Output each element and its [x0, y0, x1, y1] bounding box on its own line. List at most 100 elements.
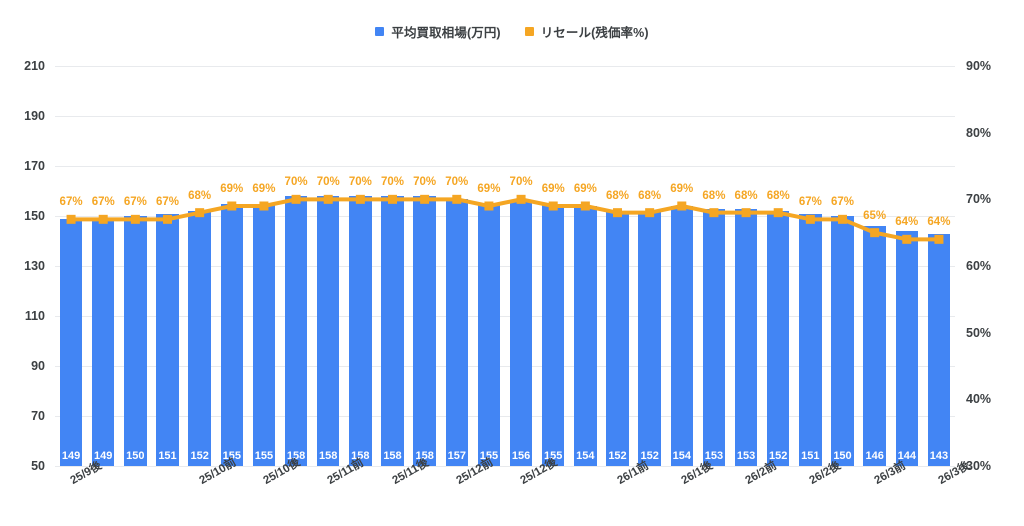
percent-label: 67% — [123, 196, 147, 209]
resale-rate-polyline — [69, 197, 941, 242]
bar[interactable] — [381, 196, 404, 466]
bar-value-label: 158 — [383, 450, 402, 462]
bar[interactable] — [188, 211, 211, 466]
bar[interactable] — [766, 211, 790, 466]
percent-label: 68% — [188, 189, 212, 202]
bar-value-label: 149 — [94, 450, 113, 462]
percent-label: 70% — [380, 176, 405, 189]
bar[interactable] — [927, 233, 951, 466]
bar-value-label: 152 — [769, 450, 788, 462]
percent-label: 68% — [734, 189, 758, 202]
square-swatch-icon — [375, 26, 385, 36]
percent-label: 70% — [445, 176, 469, 189]
bar[interactable] — [349, 196, 372, 466]
line-marker[interactable] — [741, 208, 751, 218]
bar[interactable] — [91, 218, 115, 466]
bar[interactable] — [734, 208, 758, 466]
gridline — [55, 66, 955, 67]
bar[interactable] — [702, 208, 726, 466]
percent-label: 69% — [220, 183, 244, 195]
line-marker[interactable] — [805, 214, 815, 224]
gridline — [55, 316, 955, 317]
chart-legend: 平均買取相場(万円) リセール(残価率%) — [0, 22, 1024, 40]
line-marker[interactable] — [516, 194, 526, 204]
y-axis-left-tick: 150 — [24, 209, 45, 223]
bar-value-label: 155 — [479, 450, 499, 462]
bar[interactable] — [220, 203, 244, 466]
percent-label: 67% — [830, 196, 855, 209]
line-marker[interactable] — [934, 234, 944, 244]
bar[interactable] — [863, 226, 886, 466]
bar[interactable] — [509, 201, 533, 466]
bar[interactable] — [284, 196, 308, 466]
bar-value-label: 150 — [833, 450, 852, 462]
y-axis-right-tick: 40% — [966, 392, 992, 407]
line-marker[interactable] — [645, 208, 655, 218]
bar[interactable] — [895, 231, 919, 466]
percent-label: 70% — [413, 176, 437, 189]
legend-item[interactable]: リセール(残価率%) — [524, 22, 649, 41]
bar[interactable] — [59, 218, 83, 466]
line-marker[interactable] — [484, 201, 494, 211]
percent-label: 69% — [477, 183, 501, 195]
line-marker[interactable] — [613, 208, 622, 218]
bar[interactable] — [831, 216, 854, 466]
percent-label: 70% — [284, 176, 308, 189]
percent-label: 70% — [348, 176, 372, 189]
line-marker[interactable] — [227, 201, 237, 211]
gridline — [55, 366, 955, 367]
line-marker[interactable] — [677, 201, 687, 211]
bar[interactable] — [316, 196, 340, 466]
bar[interactable] — [541, 203, 565, 466]
line-marker[interactable] — [323, 194, 333, 204]
line-marker[interactable] — [195, 208, 205, 218]
bar[interactable] — [477, 203, 501, 466]
line-marker[interactable] — [870, 228, 880, 238]
gridline — [55, 416, 955, 417]
line-marker[interactable] — [902, 234, 912, 244]
bar[interactable] — [606, 211, 629, 466]
bar-value-label: 152 — [608, 450, 627, 462]
bar[interactable] — [445, 198, 469, 466]
bar-value-label: 158 — [351, 450, 370, 462]
bar[interactable] — [799, 213, 822, 466]
line-marker[interactable] — [773, 208, 783, 218]
percent-label: 69% — [541, 183, 565, 195]
bar[interactable] — [574, 206, 597, 466]
bar[interactable] — [638, 211, 661, 466]
line-marker[interactable] — [259, 201, 269, 211]
line-marker[interactable] — [709, 208, 719, 218]
y-axis-right-tick: 90% — [966, 59, 992, 73]
line-marker[interactable] — [355, 194, 365, 204]
bar[interactable] — [670, 206, 694, 466]
line-marker[interactable] — [66, 214, 76, 224]
y-axis-right-tick: 30% — [966, 459, 992, 473]
line-marker[interactable] — [163, 214, 172, 224]
bar-value-label: 143 — [929, 450, 949, 462]
percent-label: 67% — [59, 196, 83, 209]
line-marker[interactable] — [452, 194, 462, 204]
percent-label: 64% — [927, 216, 951, 229]
line-marker[interactable] — [580, 201, 590, 211]
line-marker[interactable] — [388, 194, 397, 204]
line-marker[interactable] — [420, 194, 430, 204]
bar[interactable] — [124, 216, 147, 466]
percent-label: 68% — [702, 189, 726, 202]
y-axis-right-tick: 80% — [966, 125, 992, 140]
percent-label: 67% — [91, 196, 115, 209]
percent-label: 65% — [863, 209, 887, 222]
legend-item[interactable]: 平均買取相場(万円) — [375, 22, 501, 41]
line-marker[interactable] — [548, 201, 558, 211]
bar-value-label: 154 — [576, 450, 595, 462]
bar[interactable] — [413, 196, 436, 466]
gridline — [55, 216, 955, 217]
line-marker[interactable] — [130, 214, 140, 224]
bar[interactable] — [156, 213, 179, 466]
line-marker[interactable] — [291, 194, 301, 204]
y-axis-left-tick: 110 — [24, 309, 45, 323]
line-marker[interactable] — [838, 214, 847, 224]
bar[interactable] — [252, 203, 276, 466]
gridline — [55, 166, 955, 167]
line-marker[interactable] — [98, 214, 108, 224]
x-axis-labels: 25/9後 25/10前 25/10後 25/11前 25/11後 25/12前 25/12… — [55, 456, 972, 526]
